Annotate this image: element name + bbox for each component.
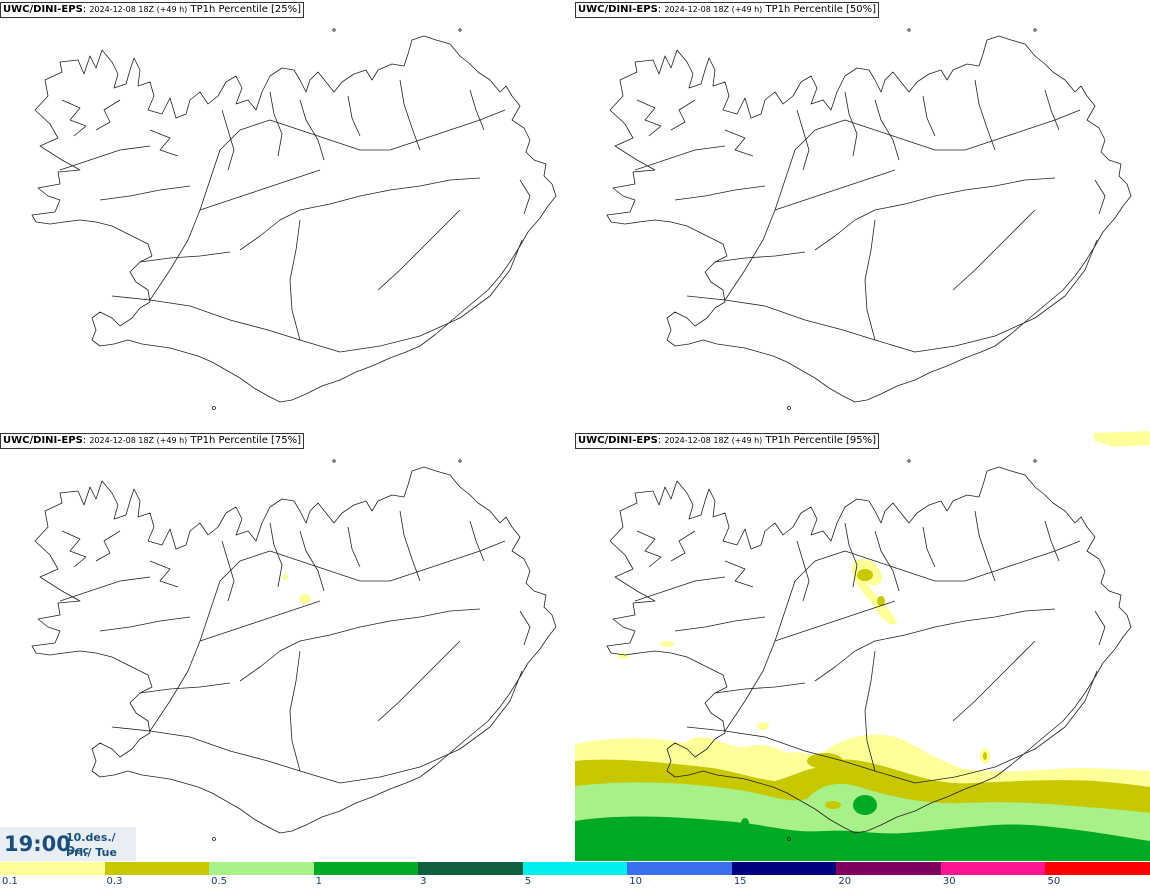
valid-time-box: 19:00 10.des./ Dec Þri./ Tue bbox=[0, 827, 136, 861]
precip-colorbar bbox=[0, 862, 1150, 875]
colorbar-tick-label: 10 bbox=[629, 876, 642, 887]
model-name: UWC/DINI-EPS bbox=[578, 435, 658, 446]
colorbar-segment bbox=[1045, 862, 1150, 875]
colorbar-tick-label: 15 bbox=[733, 876, 747, 887]
colorbar-tick-label: 3 bbox=[420, 876, 427, 887]
coastline-and-roads bbox=[606, 459, 1132, 841]
colorbar-segment bbox=[731, 862, 837, 875]
colorbar-tick-label: 5 bbox=[524, 876, 532, 887]
colorbar-tick-label: 1 bbox=[315, 876, 322, 887]
field-name: TP1h Percentile [25%] bbox=[190, 4, 302, 15]
colorbar-segment bbox=[836, 862, 941, 875]
precip-field bbox=[282, 574, 311, 604]
run-time: 2024-12-08 18Z (+49 h) bbox=[664, 436, 763, 445]
colorbar-segment bbox=[313, 862, 419, 875]
colorbar-segment bbox=[627, 862, 732, 875]
colorbar-tick-label: 30 bbox=[942, 876, 956, 887]
colorbar-segment bbox=[104, 862, 210, 875]
colorbar-ticks: 0.1 0.3 0.5 1 3 5 10 15 20 30 50 bbox=[0, 876, 1150, 890]
coastline-and-roads bbox=[31, 459, 557, 841]
colorbar-tick-label: 50 bbox=[1047, 876, 1061, 887]
colorbar-segment bbox=[0, 862, 105, 875]
run-time: 2024-12-08 18Z (+49 h) bbox=[89, 5, 188, 14]
valid-time-clock: 19:00 bbox=[4, 832, 71, 856]
panel-title: UWC/DINI-EPS: 2024-12-08 18Z (+49 h) TP1… bbox=[575, 433, 880, 449]
valid-date-line1: 10.des./ Dec bbox=[66, 831, 116, 857]
model-name: UWC/DINI-EPS bbox=[578, 4, 658, 15]
iceland-map bbox=[31, 459, 557, 841]
map-panel-p50: UWC/DINI-EPS: 2024-12-08 18Z (+49 h) TP1… bbox=[575, 0, 1150, 430]
colorbar-tick-label: 0.1 bbox=[2, 876, 18, 887]
run-time: 2024-12-08 18Z (+49 h) bbox=[664, 5, 763, 14]
coastline-and-roads bbox=[31, 28, 557, 410]
panel-title: UWC/DINI-EPS: 2024-12-08 18Z (+49 h) TP1… bbox=[0, 2, 305, 18]
map-panel-p25: UWC/DINI-EPS: 2024-12-08 18Z (+49 h) TP1… bbox=[0, 0, 575, 430]
colorbar-tick-label: 0.5 bbox=[211, 876, 227, 887]
colorbar-segment bbox=[522, 862, 628, 875]
map-panel-p75: UWC/DINI-EPS: 2024-12-08 18Z (+49 h) TP1… bbox=[0, 431, 575, 861]
valid-date-line2: Þri./ Tue bbox=[66, 846, 117, 859]
model-name: UWC/DINI-EPS bbox=[3, 435, 83, 446]
map-panel-p95: UWC/DINI-EPS: 2024-12-08 18Z (+49 h) TP1… bbox=[575, 431, 1150, 861]
field-name: TP1h Percentile [75%] bbox=[190, 435, 302, 446]
iceland-map bbox=[606, 28, 1132, 410]
iceland-map bbox=[31, 28, 557, 410]
precip-field bbox=[575, 431, 1150, 861]
field-name: TP1h Percentile [95%] bbox=[765, 435, 877, 446]
colorbar-segment bbox=[209, 862, 314, 875]
iceland-map bbox=[575, 431, 1150, 861]
colorbar-segment bbox=[418, 862, 523, 875]
colorbar-tick-label: 20 bbox=[838, 876, 852, 887]
panel-title: UWC/DINI-EPS: 2024-12-08 18Z (+49 h) TP1… bbox=[575, 2, 880, 18]
panel-title: UWC/DINI-EPS: 2024-12-08 18Z (+49 h) TP1… bbox=[0, 433, 305, 449]
colorbar-segment bbox=[940, 862, 1046, 875]
field-name: TP1h Percentile [50%] bbox=[765, 4, 877, 15]
coastline-and-roads bbox=[606, 28, 1132, 410]
run-time: 2024-12-08 18Z (+49 h) bbox=[89, 436, 188, 445]
model-name: UWC/DINI-EPS bbox=[3, 4, 83, 15]
colorbar-tick-label: 0.3 bbox=[106, 876, 123, 887]
